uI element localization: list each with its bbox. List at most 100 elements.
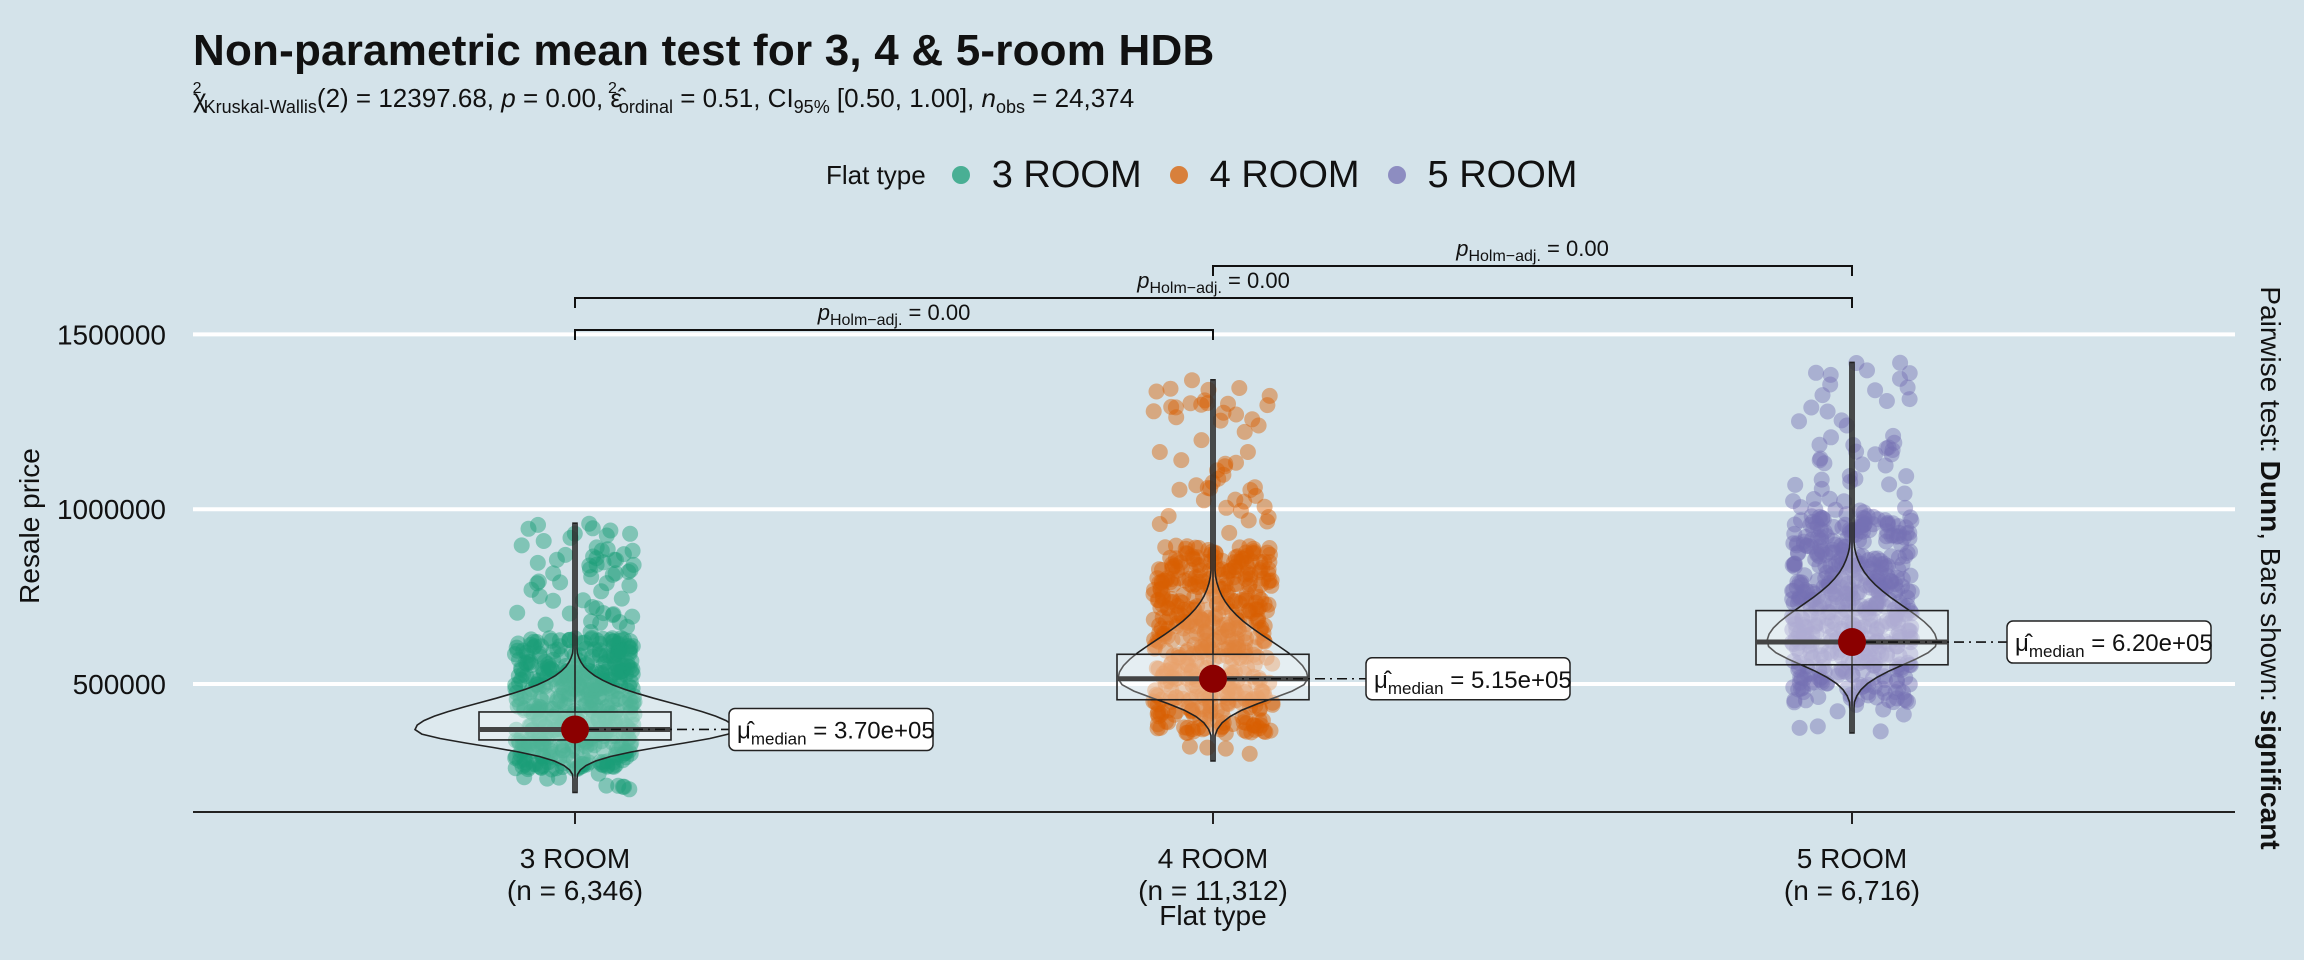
data-point — [528, 634, 545, 650]
data-point — [1237, 566, 1254, 583]
data-point — [1851, 584, 1868, 601]
data-point — [553, 687, 570, 704]
x-category-label: 3 ROOM — [519, 843, 631, 874]
data-point — [1825, 578, 1842, 595]
data-point — [509, 604, 526, 621]
data-point — [1817, 570, 1834, 587]
data-point — [588, 600, 605, 617]
data-point — [1237, 634, 1254, 651]
data-point — [555, 676, 572, 693]
data-point — [1198, 622, 1215, 639]
data-point — [1839, 680, 1856, 697]
data-point — [1863, 618, 1880, 635]
data-point — [1235, 679, 1252, 695]
data-point — [592, 635, 608, 652]
stat-nobs: 24,374 — [1054, 83, 1135, 113]
legend-item-3-room: 3 ROOM — [951, 154, 1142, 197]
data-point — [622, 673, 639, 690]
data-point — [1256, 553, 1273, 570]
data-point — [1192, 562, 1209, 579]
data-point — [1854, 514, 1871, 531]
data-point — [1182, 576, 1199, 593]
data-point — [1239, 564, 1256, 581]
data-point — [1218, 587, 1235, 604]
data-point — [1803, 399, 1820, 416]
data-point — [1887, 576, 1904, 593]
data-point — [1869, 573, 1886, 589]
data-point — [1171, 649, 1188, 666]
data-point — [606, 758, 622, 775]
data-point — [1809, 572, 1826, 589]
data-point — [1890, 549, 1907, 566]
data-point — [1191, 557, 1208, 574]
data-point — [1790, 625, 1807, 642]
data-point — [1829, 703, 1846, 720]
data-point — [511, 752, 528, 769]
data-point — [1902, 509, 1919, 526]
data-point — [602, 705, 619, 722]
data-point — [1246, 545, 1263, 562]
data-point — [1193, 639, 1210, 656]
data-point — [1867, 654, 1884, 671]
data-point — [1171, 593, 1188, 610]
data-point — [611, 670, 627, 686]
data-point — [1179, 615, 1196, 631]
data-point — [1850, 610, 1867, 627]
data-point — [1842, 687, 1859, 703]
data-point — [1169, 553, 1186, 570]
data-point — [516, 702, 533, 719]
data-point — [602, 522, 619, 539]
data-point — [1876, 684, 1893, 701]
data-point — [1860, 653, 1877, 670]
y-tick-label: 1000000 — [57, 494, 166, 525]
data-point — [1157, 613, 1174, 630]
data-point — [1873, 646, 1890, 663]
data-point — [543, 632, 560, 649]
data-point — [1154, 609, 1171, 626]
data-point — [1242, 570, 1259, 587]
data-point — [599, 709, 616, 726]
data-point — [1239, 659, 1256, 676]
data-point — [1867, 382, 1884, 399]
data-point — [1861, 522, 1878, 539]
data-point — [1891, 647, 1908, 664]
data-point — [624, 542, 641, 559]
data-point — [1860, 552, 1877, 568]
data-point — [1193, 432, 1210, 449]
data-point — [1886, 601, 1903, 618]
data-point — [513, 537, 530, 554]
data-point — [1889, 604, 1906, 621]
data-point — [1221, 524, 1238, 541]
data-point — [1159, 570, 1176, 587]
data-point — [1165, 576, 1182, 593]
data-point — [1891, 524, 1908, 541]
data-point — [1244, 411, 1261, 428]
data-point — [535, 757, 552, 774]
data-point — [1261, 387, 1278, 404]
data-point — [1238, 585, 1255, 602]
data-point — [523, 657, 540, 673]
data-point — [1233, 591, 1250, 608]
data-point — [529, 554, 546, 571]
data-point — [1254, 683, 1271, 700]
data-point — [1868, 595, 1885, 611]
data-point — [513, 671, 530, 688]
data-point — [531, 588, 548, 605]
data-point — [592, 647, 608, 664]
data-point — [584, 599, 601, 615]
data-point — [1261, 546, 1278, 563]
data-point — [1825, 544, 1842, 561]
data-point — [1891, 624, 1907, 641]
data-point — [1798, 627, 1815, 644]
data-point — [1228, 630, 1245, 647]
data-point — [1795, 617, 1812, 633]
data-point — [1160, 600, 1177, 617]
data-point — [1247, 487, 1264, 504]
data-point — [1874, 680, 1891, 697]
data-point — [1867, 446, 1884, 463]
data-point — [1865, 508, 1882, 525]
data-point — [1795, 536, 1812, 553]
data-point — [595, 554, 612, 571]
median-label-box — [1365, 657, 1571, 701]
data-point — [597, 654, 614, 671]
